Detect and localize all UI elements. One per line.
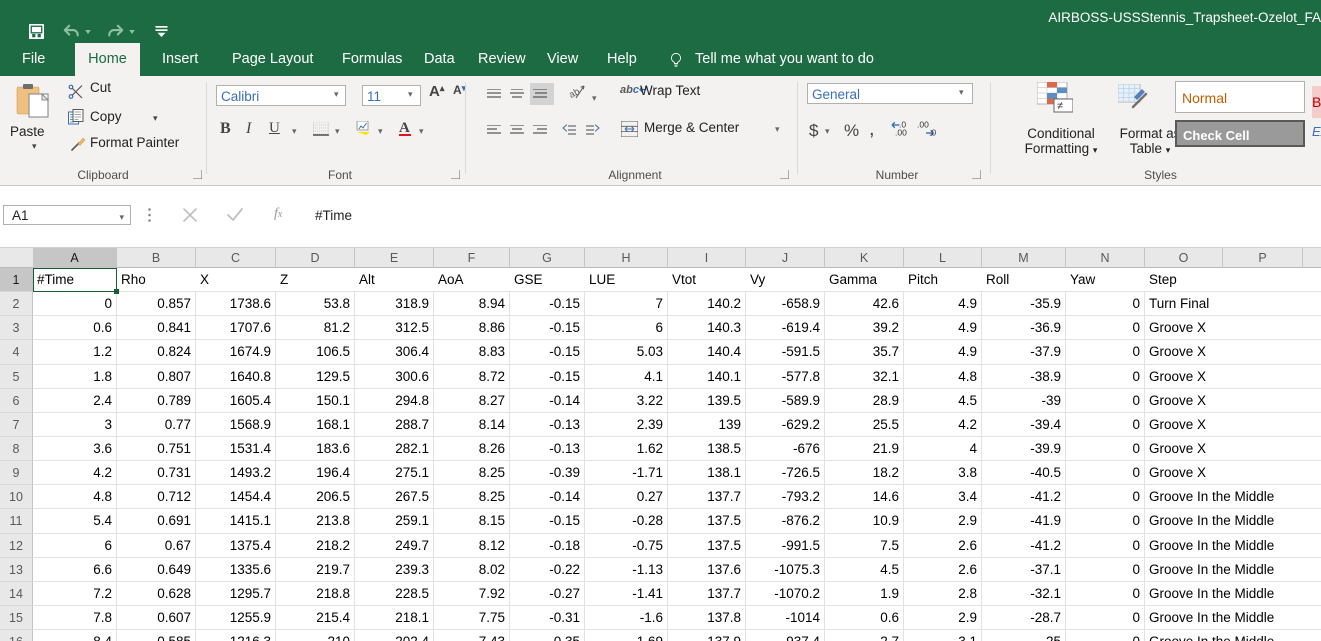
svg-text:≠: ≠ (1057, 100, 1063, 112)
svg-text:.00: .00 (895, 128, 907, 137)
svg-text:.0: .0 (929, 128, 936, 137)
svg-text:A: A (399, 120, 410, 136)
svg-text:.00: .00 (917, 120, 929, 130)
svg-text:ab: ab (568, 86, 582, 101)
